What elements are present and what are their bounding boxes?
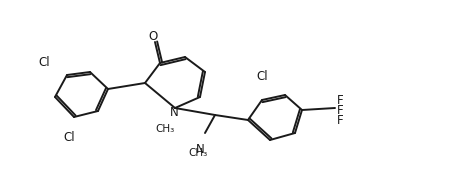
Text: Cl: Cl bbox=[38, 56, 50, 69]
Text: N: N bbox=[170, 107, 179, 120]
Text: CH₃: CH₃ bbox=[189, 148, 207, 158]
Text: CH₃: CH₃ bbox=[156, 124, 175, 134]
Text: F: F bbox=[337, 113, 344, 126]
Text: O: O bbox=[148, 29, 157, 42]
Text: N: N bbox=[196, 143, 204, 156]
Text: Cl: Cl bbox=[256, 70, 268, 83]
Text: F: F bbox=[337, 94, 344, 107]
Text: F: F bbox=[337, 104, 344, 117]
Text: Cl: Cl bbox=[63, 131, 75, 144]
